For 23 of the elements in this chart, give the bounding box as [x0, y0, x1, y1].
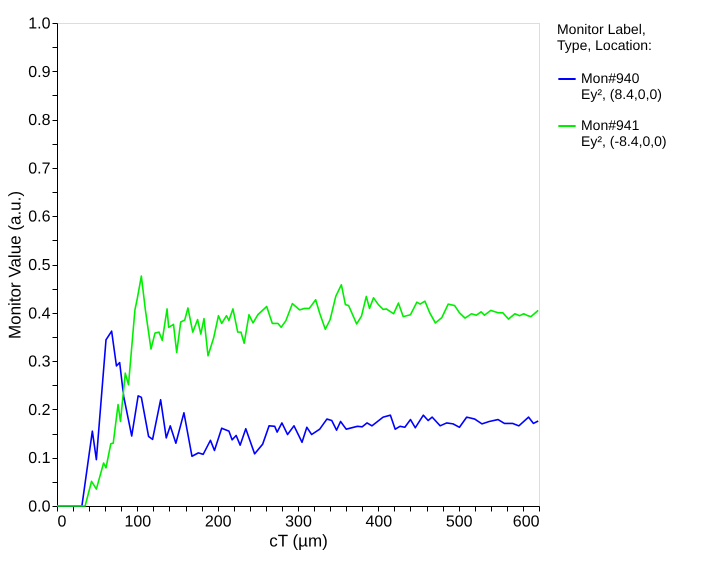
y-tick-label: 0.7	[28, 160, 51, 178]
y-tick-label: 0.5	[28, 257, 51, 274]
y-tick-label: 0.0	[28, 498, 51, 516]
x-tick-label: 300	[285, 514, 312, 530]
x-tick-label: 600	[512, 514, 540, 530]
x-tick-label: 500	[446, 514, 473, 530]
legend-label: Mon#941 Ey², (-8.4,0,0)	[581, 117, 667, 149]
x-tick-label: 400	[365, 514, 392, 530]
y-tick-label: 0.1	[28, 450, 51, 468]
y-tick-label: 0.4	[28, 305, 51, 322]
y-tick-label: 0.8	[28, 112, 51, 130]
y-tick-label: 0.3	[28, 354, 51, 371]
x-tick-label: 0	[58, 514, 66, 530]
y-axis-title: Monitor Value (a.u.)	[5, 190, 24, 340]
legend-title: Monitor Label, Type, Location:	[557, 21, 652, 53]
x-tick-label: 100	[124, 514, 152, 530]
y-tick-label: 1.0	[28, 16, 51, 32]
y-tick-label: 0.6	[28, 208, 51, 226]
y-tick-label: 0.9	[28, 64, 51, 81]
x-axis-title: cT (µm)	[269, 532, 328, 550]
y-tick-label: 0.2	[28, 402, 51, 419]
x-tick-label: 200	[204, 514, 232, 530]
legend-label: Mon#940 Ey², (8.4,0,0)	[581, 70, 662, 102]
